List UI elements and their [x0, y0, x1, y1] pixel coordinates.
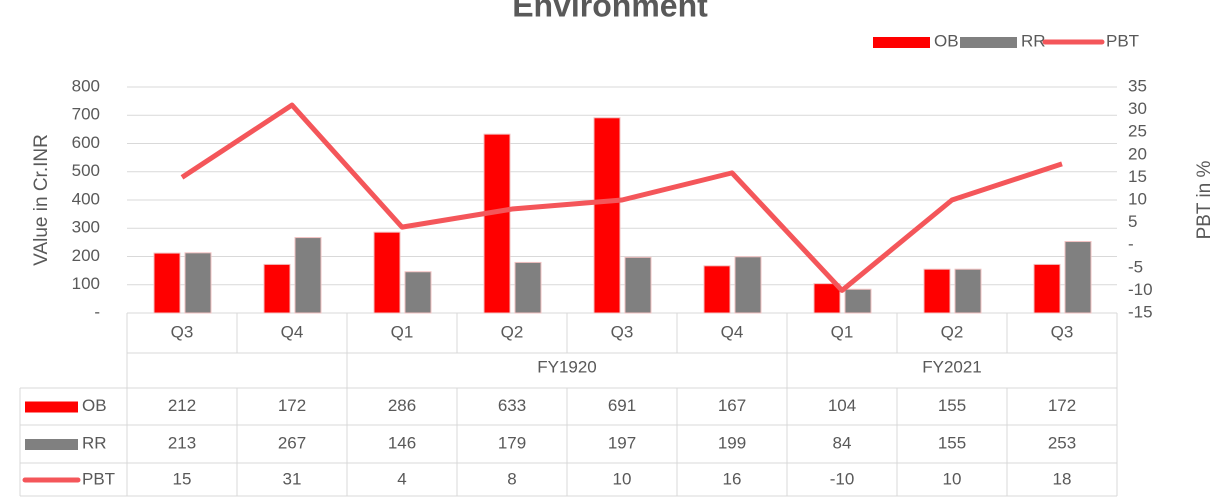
line: [180, 102, 1063, 293]
bar: [703, 265, 731, 314]
table-key: [25, 401, 78, 413]
table-row-label: PBT: [82, 469, 115, 488]
bar: [514, 261, 542, 314]
bar: [844, 288, 872, 314]
table-cell: 267: [278, 433, 306, 452]
table-cell: 167: [718, 396, 746, 415]
x-tick-label: Q3: [611, 322, 634, 341]
tick-label: 20: [1128, 144, 1147, 163]
y2-axis-label: PBT in %: [1194, 160, 1215, 239]
bar: [954, 268, 982, 314]
table-cell: 155: [938, 396, 966, 415]
tick-label: 700: [72, 105, 100, 124]
table-cell: 104: [828, 396, 856, 415]
legend-label: PBT: [1106, 31, 1139, 50]
bar: [404, 271, 432, 314]
group-label: FY2021: [922, 357, 982, 376]
x-tick-label: Q1: [831, 322, 854, 341]
table-cell: 155: [938, 433, 966, 452]
bar: [483, 133, 511, 314]
table-cell: 18: [1053, 469, 1072, 488]
table-cell: 8: [507, 469, 516, 488]
x-tick-label: Q4: [721, 322, 744, 341]
bar: [734, 256, 762, 314]
group-label: FY1920: [537, 357, 597, 376]
bar: [373, 231, 401, 314]
table-cell: 633: [498, 396, 526, 415]
legend-swatch: [873, 37, 930, 48]
x-tick-label: Q3: [171, 322, 194, 341]
tick-label: 800: [72, 76, 100, 95]
table-cell: 16: [723, 469, 742, 488]
table-cell: 253: [1048, 433, 1076, 452]
tick-label: 30: [1128, 99, 1147, 118]
tick-label: -15: [1128, 302, 1153, 321]
tick-label: 100: [72, 274, 100, 293]
tick-label: 15: [1128, 167, 1147, 186]
table-cell: 212: [168, 396, 196, 415]
legend-label: RR: [1021, 31, 1046, 50]
table-cell: 10: [613, 469, 632, 488]
chart-title: Environment: [512, 0, 708, 23]
table-cell: 213: [168, 433, 196, 452]
x-tick-label: Q3: [1051, 322, 1074, 341]
bar: [263, 263, 291, 314]
tick-label: -: [94, 302, 100, 321]
bar: [1033, 263, 1061, 314]
tick-label: -: [1128, 235, 1134, 254]
table-cell: 31: [283, 469, 302, 488]
table-cell: 15: [173, 469, 192, 488]
table-key: [25, 439, 78, 450]
table-row-label: OB: [82, 396, 107, 415]
tick-label: -5: [1128, 257, 1143, 276]
bar: [294, 237, 322, 314]
table-cell: 84: [833, 433, 852, 452]
table-cell: -10: [830, 469, 855, 488]
table-cell: 197: [608, 433, 636, 452]
x-tick-label: Q4: [281, 322, 304, 341]
table-cell: 691: [608, 396, 636, 415]
bar: [813, 283, 841, 314]
tick-label: 300: [72, 218, 100, 237]
tick-label: 600: [72, 133, 100, 152]
bar: [923, 268, 951, 314]
table-cell: 199: [718, 433, 746, 452]
tick-label: 35: [1128, 76, 1147, 95]
bar: [624, 256, 652, 314]
x-tick-label: Q1: [391, 322, 414, 341]
legend-label: OB: [934, 31, 959, 50]
bar: [1064, 241, 1092, 314]
tick-label: 500: [72, 161, 100, 180]
bar: [184, 252, 212, 314]
table-cell: 172: [278, 396, 306, 415]
table-cell: 10: [943, 469, 962, 488]
tick-label: 400: [72, 189, 100, 208]
table-cell: 286: [388, 396, 416, 415]
table-cell: 4: [397, 469, 406, 488]
table-cell: 146: [388, 433, 416, 452]
table-row-label: RR: [82, 433, 107, 452]
x-tick-label: Q2: [941, 322, 964, 341]
table-cell: 179: [498, 433, 526, 452]
bar: [593, 117, 621, 314]
x-tick-label: Q2: [501, 322, 524, 341]
table-cell: 172: [1048, 396, 1076, 415]
y-axis-label: VAlue in Cr.INR: [31, 134, 52, 266]
tick-label: 25: [1128, 122, 1147, 141]
tick-label: -10: [1128, 280, 1153, 299]
legend-swatch: [960, 37, 1017, 48]
tick-label: 200: [72, 246, 100, 265]
tick-label: 10: [1128, 189, 1147, 208]
tick-label: 5: [1128, 212, 1137, 231]
bar: [153, 252, 181, 314]
